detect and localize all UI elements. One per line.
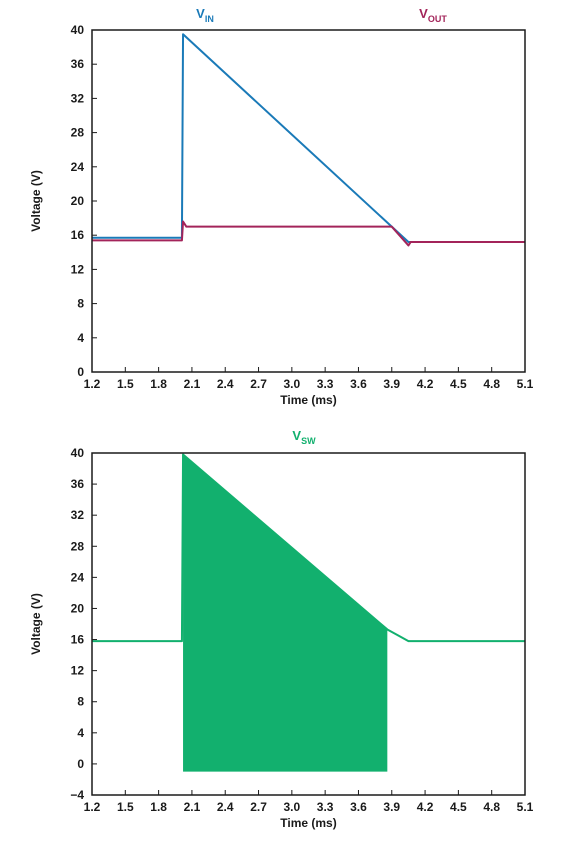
y-tick-label: 12 [71, 664, 85, 678]
y-axis-title: Voltage (V) [29, 170, 43, 232]
y-tick-label: 0 [77, 757, 84, 771]
x-tick-label: 1.8 [150, 800, 167, 814]
x-tick-label: 1.2 [84, 800, 101, 814]
x-tick-label: 3.9 [383, 377, 400, 391]
legend-label-sw: VSW [292, 428, 316, 446]
x-tick-label: 1.5 [117, 800, 134, 814]
y-tick-label: 32 [71, 91, 85, 105]
x-tick-label: 2.4 [217, 800, 234, 814]
x-tick-label: 4.8 [483, 377, 500, 391]
x-tick-label: 3.0 [284, 377, 301, 391]
legend-label-out: VOUT [419, 6, 447, 24]
y-tick-label: 28 [71, 539, 85, 553]
chart-panel-2: 1.2 1.5 1.8 2.1 2.4 2.7 3.0 3.3 3.6 3.9 4.2 4.5 4.8 5… [29, 428, 534, 830]
y-axis-title: Voltage (V) [29, 593, 43, 655]
x-tick-label: 3.3 [317, 800, 334, 814]
x-tick-label: 4.2 [417, 800, 434, 814]
series-fill-area [183, 454, 388, 772]
x-tick-label: 3.6 [350, 800, 367, 814]
y-tick-label: 4 [77, 726, 84, 740]
y-tick-label: 4 [77, 331, 84, 345]
plot-frame [91, 452, 526, 796]
x-tick-label: 4.5 [450, 377, 467, 391]
y-tick-label: 36 [71, 57, 85, 71]
x-tick-label: 1.2 [84, 377, 101, 391]
x-tick-label: 4.2 [417, 377, 434, 391]
x-tick-label: 4.8 [483, 800, 500, 814]
x-tick-label: 3.3 [317, 377, 334, 391]
x-tick-label: 2.7 [250, 800, 267, 814]
x-tick-label: 3.9 [383, 800, 400, 814]
series-line-v-out [92, 220, 525, 247]
y-tick-label: 32 [71, 508, 85, 522]
y-tick-label: 16 [71, 228, 85, 242]
x-axis-title: Time (ms) [280, 816, 336, 830]
y-tick-label: 36 [71, 477, 85, 491]
chart-panel-1: 1.2 1.5 1.8 2.1 2.4 2.7 3.0 3.3 3.6 3.9 4.2 4.5 4.8 5… [29, 6, 534, 407]
series-line-v-sw [92, 453, 525, 643]
y-tick-label: 20 [71, 601, 85, 615]
series-line-v-in [92, 33, 525, 244]
plot-frame [91, 29, 526, 373]
y-tick-label: 12 [71, 262, 85, 276]
y-tick-label: 20 [71, 194, 85, 208]
x-tick-label: 2.7 [250, 377, 267, 391]
x-tick-label: 2.4 [217, 377, 234, 391]
x-tick-label: 5.1 [517, 377, 534, 391]
y-tick-label: 40 [71, 23, 85, 37]
x-axis-title: Time (ms) [280, 393, 336, 407]
y-tick-label: 16 [71, 633, 85, 647]
x-tick-label: 1.8 [150, 377, 167, 391]
x-tick-label: 2.1 [184, 377, 201, 391]
y-tick-label: 24 [71, 160, 85, 174]
x-tick-label: 2.1 [184, 800, 201, 814]
legend-label-in: VIN [196, 6, 214, 24]
x-tick-label: 4.5 [450, 800, 467, 814]
y-tick-label: 24 [71, 570, 85, 584]
y-tick-label: 8 [77, 695, 84, 709]
x-tick-label: 5.1 [517, 800, 534, 814]
y-tick-label: 40 [71, 446, 85, 460]
y-tick-label: 8 [77, 297, 84, 311]
y-tick-label: −4 [70, 788, 84, 802]
x-tick-label: 3.6 [350, 377, 367, 391]
x-tick-label: 1.5 [117, 377, 134, 391]
x-tick-label: 3.0 [284, 800, 301, 814]
y-tick-label: 0 [77, 365, 84, 379]
y-tick-label: 28 [71, 126, 85, 140]
